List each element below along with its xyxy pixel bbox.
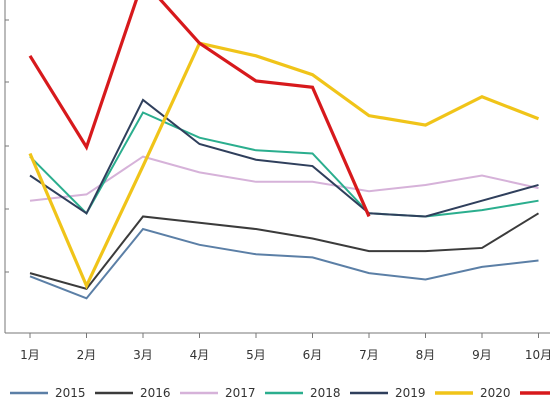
series-line-unlabeled [28,0,371,218]
legend-label: 2017 [225,386,256,400]
legend-label: 2019 [395,386,426,400]
x-tick-label: 10月 [525,348,550,362]
series-line-2015 [29,227,539,300]
x-tick-label: 8月 [416,348,436,362]
legend-label: 2018 [310,386,341,400]
x-tick-label: 7月 [359,348,379,362]
x-tick-label: 5月 [246,348,266,362]
x-tick-label: 4月 [190,348,210,362]
x-tick-label: 3月 [133,348,153,362]
legend-label: 2015 [55,386,86,400]
series-line-2019 [29,98,539,218]
legend-label: 2020 [480,386,511,400]
x-tick-label: 6月 [303,348,323,362]
series-line-2017 [29,155,539,202]
series-line-2020 [28,41,540,290]
x-tick-label: 2月 [77,348,97,362]
legend-label: 2016 [140,386,171,400]
series-line-2016 [29,212,540,291]
x-tick-label: 9月 [472,348,492,362]
x-tick-label: 1月 [20,348,40,362]
series-line-2018 [29,111,539,218]
